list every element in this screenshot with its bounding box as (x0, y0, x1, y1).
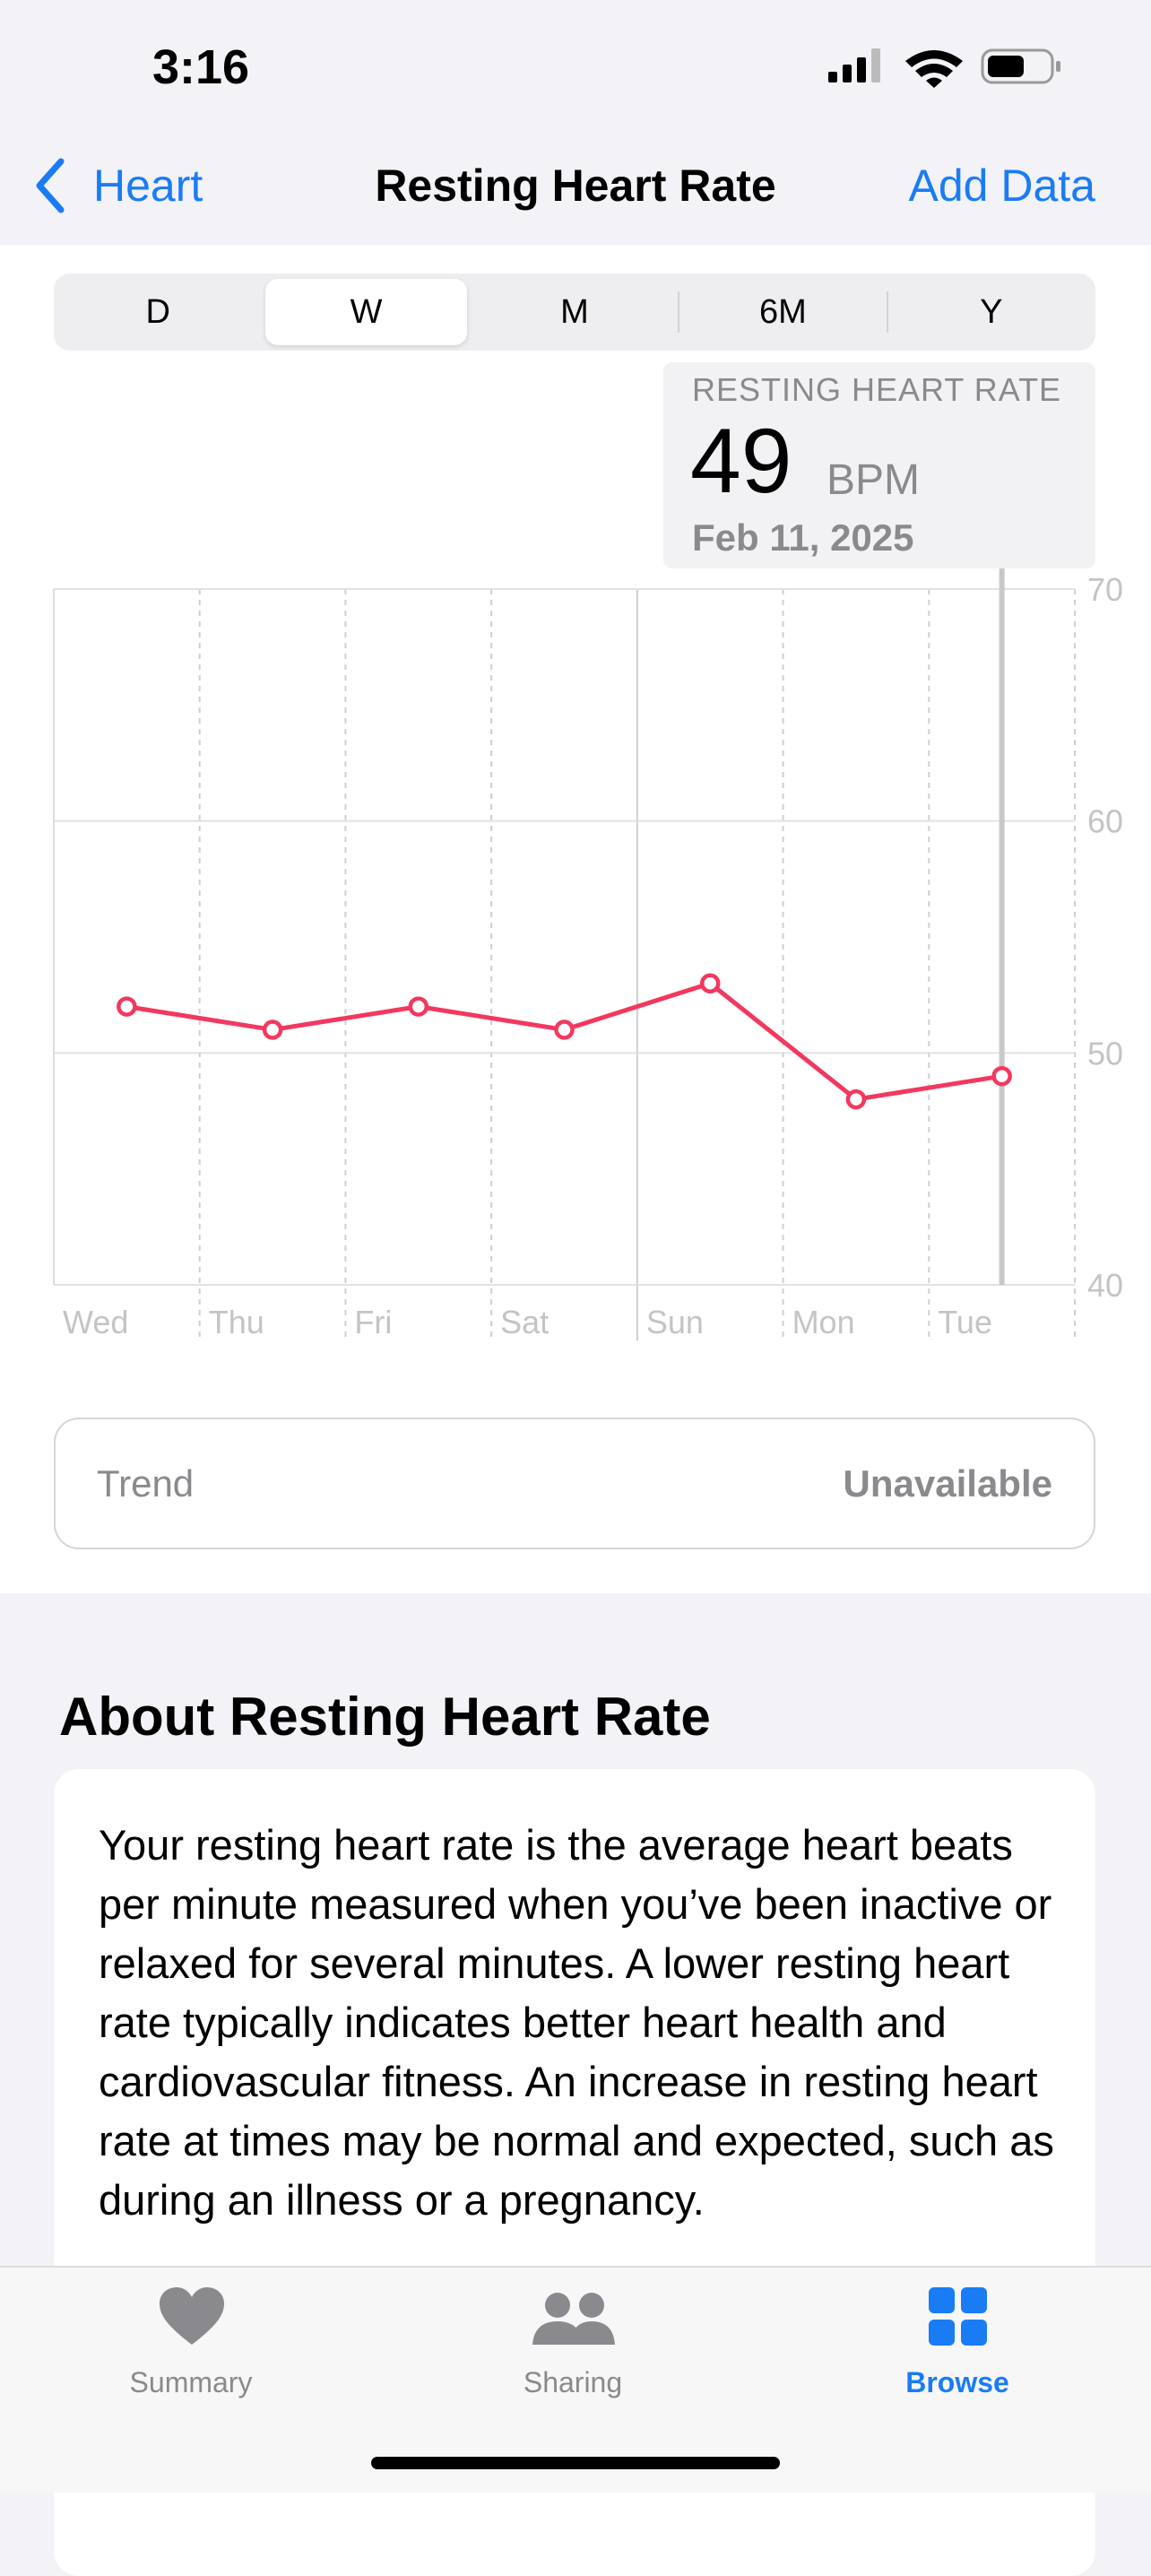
trend-value: Unavailable (843, 1462, 1052, 1505)
x-tick-label: Sat (500, 1304, 549, 1340)
tab-bar: Summary Sharing Browse (0, 2266, 1151, 2493)
x-tick-label: Sun (646, 1304, 704, 1340)
y-tick-label: 40 (1087, 1267, 1123, 1304)
data-point (991, 1065, 1012, 1087)
segment[interactable]: W (265, 279, 467, 345)
summary-box: RESTING HEART RATE 49 BPM Feb 11, 2025 (663, 362, 1095, 568)
status-icons (828, 48, 1060, 88)
data-point (117, 996, 137, 1017)
about-text: Your resting heart rate is the average h… (99, 1821, 1054, 2224)
segment[interactable]: D (145, 293, 170, 331)
summary-value: 49 (690, 410, 792, 512)
trend-row[interactable]: Trend Unavailable (54, 1418, 1095, 1549)
tab-label[interactable]: Sharing (523, 2366, 623, 2398)
browse-icon[interactable] (929, 2287, 988, 2346)
data-line (125, 981, 1003, 1102)
data-point (262, 1019, 283, 1040)
x-tick-label: Tue (938, 1304, 992, 1340)
y-tick-label: 50 (1087, 1035, 1123, 1071)
sharing-icon[interactable] (531, 2291, 617, 2346)
y-tick-label: 70 (1087, 571, 1123, 608)
summary-label: RESTING HEART RATE (692, 371, 1062, 408)
summary-icon[interactable] (160, 2287, 224, 2346)
back-button[interactable]: Heart (93, 160, 203, 211)
tab-label[interactable]: Summary (129, 2366, 253, 2398)
summary-date: Feb 11, 2025 (692, 516, 914, 559)
data-point (554, 1019, 575, 1040)
summary-unit: BPM (826, 456, 921, 504)
x-tick-label: Mon (792, 1304, 855, 1340)
nav-title: Resting Heart Rate (375, 160, 776, 211)
data-point (699, 973, 721, 993)
add-data-button[interactable]: Add Data (908, 160, 1095, 211)
segment-separator (886, 291, 888, 333)
y-tick-label: 60 (1087, 803, 1123, 840)
segmented-control: D W M 6M Y (54, 273, 1095, 351)
segment-separator (678, 291, 680, 333)
back-chevron[interactable] (32, 158, 68, 213)
tab-label[interactable]: Browse (905, 2366, 1009, 2398)
segment[interactable]: M (560, 293, 589, 331)
x-tick-label: Wed (63, 1304, 128, 1340)
x-tick-label: Thu (209, 1304, 264, 1340)
data-point (408, 996, 429, 1017)
status-time: 3:16 (152, 40, 250, 94)
chart: Wed Thu Fri Sat Sun Mon Tue 40 50 60 70 (53, 568, 1123, 1340)
x-tick-label: Fri (354, 1304, 392, 1340)
screen: 3:16 Resting Heart Rate Heart Add Data D… (0, 40, 1151, 2576)
data-point (845, 1089, 867, 1110)
home-indicator (371, 2457, 780, 2469)
about-title: About Resting Heart Rate (59, 1687, 711, 1747)
trend-label: Trend (97, 1462, 195, 1505)
segment[interactable]: 6M (758, 293, 807, 331)
segment[interactable]: Y (980, 293, 1003, 331)
